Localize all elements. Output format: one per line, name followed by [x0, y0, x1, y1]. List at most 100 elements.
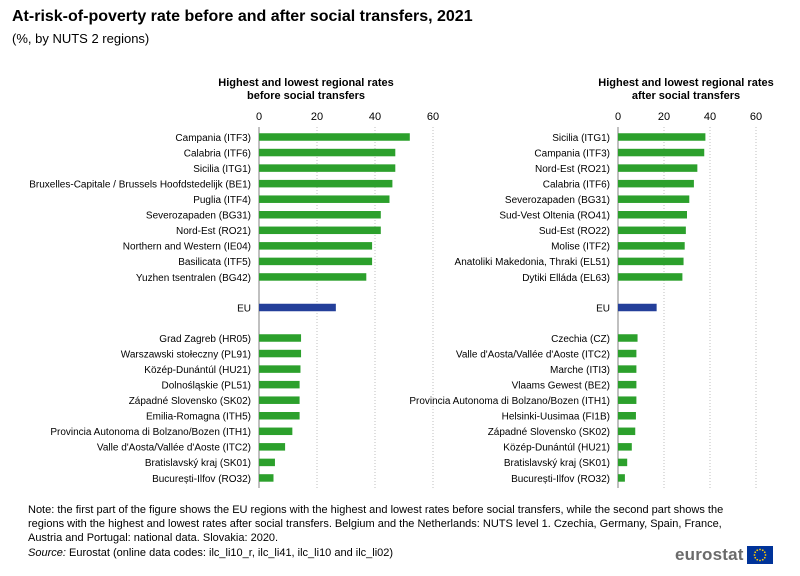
- panel2-highest-bar: [618, 211, 687, 219]
- panel1-highest-bar: [259, 195, 390, 203]
- panel1-title-line: before social transfers: [247, 90, 365, 102]
- panel2-highest-bar: [618, 148, 705, 157]
- panel1-lowest-label: Valle d'Aosta/Vallée d'Aoste (ITC2): [97, 443, 251, 454]
- panel1-highest-label: Puglia (ITF4): [193, 195, 251, 206]
- panel2-lowest-bar: [618, 396, 637, 404]
- logo-text: eurostat: [675, 545, 744, 564]
- panel2-highest-bar: [618, 133, 706, 141]
- panel1-highest-label: Campania (ITF3): [175, 133, 251, 144]
- panel1-highest-label: Basilicata (ITF5): [178, 257, 251, 268]
- panel1-lowest-bar: [259, 474, 274, 482]
- panel1-highest-label: Northern and Western (IE04): [123, 242, 251, 253]
- panel1-lowest-bar: [259, 334, 302, 342]
- panel2-highest-label: Anatoliki Makedonia, Thraki (EL51): [455, 257, 610, 268]
- panel2-lowest-bar: [618, 458, 628, 467]
- panel2-eu-bar: [618, 303, 657, 312]
- panel1-title-line: Highest and lowest regional rates: [218, 77, 393, 89]
- panel1-highest-bar: [259, 164, 396, 172]
- panel1-highest-label: Nord-Est (RO21): [176, 226, 251, 237]
- panel2-lowest-label: Marche (ITI3): [550, 365, 610, 376]
- panel1-lowest-label: Warszawski stołeczny (PL91): [121, 349, 251, 360]
- panel2-lowest-label: București-Ilfov (RO32): [511, 474, 610, 485]
- panel1-highest-bar: [259, 273, 367, 281]
- panel1-eu-bar: [259, 303, 336, 312]
- panel2-lowest-bar: [618, 443, 632, 451]
- panel2-highest-label: Calabria (ITF6): [543, 179, 610, 190]
- panel2-lowest-label: Západné Slovensko (SK02): [488, 427, 610, 438]
- panel2-highest-bar: [618, 164, 698, 172]
- panel2-tick-label: 40: [704, 111, 716, 123]
- panel2-title-line: after social transfers: [632, 90, 740, 102]
- panel1-lowest-label: Grad Zagreb (HR05): [159, 334, 251, 345]
- panel2-lowest-bar: [618, 412, 636, 420]
- panel1-highest-bar: [259, 242, 373, 250]
- panel2-lowest-label: Bratislavský kraj (SK01): [504, 458, 610, 469]
- panel2-highest-bar: [618, 226, 686, 235]
- chart-title: At-risk-of-poverty rate before and after…: [12, 8, 473, 25]
- panel2-lowest-bar: [618, 365, 637, 373]
- panel2-highest-label: Molise (ITF2): [551, 242, 610, 253]
- chart-subtitle: (%, by NUTS 2 regions): [12, 31, 150, 46]
- charts-area: Highest and lowest regional ratesbefore …: [29, 77, 774, 488]
- panel1-tick-label: 20: [311, 111, 323, 123]
- panel1-highest-label: Calabria (ITF6): [184, 148, 251, 159]
- panel1-highest-bar: [259, 148, 396, 157]
- source-line: Source: Eurostat (online data codes: ilc…: [28, 547, 393, 559]
- panel2-highest-label: Nord-Est (RO21): [535, 164, 610, 175]
- panel1-tick-label: 0: [256, 111, 262, 123]
- panel2-lowest-bar: [618, 474, 625, 482]
- panel1-lowest-bar: [259, 365, 301, 373]
- panel2-highest-label: Sud-Vest Oltenia (RO41): [499, 211, 610, 222]
- eurostat-logo[interactable]: eurostat: [675, 545, 773, 565]
- panel1-highest-bar: [259, 133, 410, 141]
- panel1-highest-label: Bruxelles-Capitale / Brussels Hoofdstede…: [29, 179, 251, 190]
- eu-flag-icon: [746, 546, 773, 564]
- panel2-tick-label: 0: [615, 111, 621, 123]
- panel1-lowest-label: Közép-Dunántúl (HU21): [144, 365, 251, 376]
- panel1-lowest-label: Západné Slovensko (SK02): [129, 396, 251, 407]
- panel2-lowest-bar: [618, 427, 636, 436]
- panel1-lowest-bar: [259, 396, 300, 404]
- panel2-title-line: Highest and lowest regional rates: [598, 77, 773, 89]
- panel2-highest-bar: [618, 273, 683, 281]
- panel2-tick-label: 20: [658, 111, 670, 123]
- panel2-lowest-label: Provincia Autonoma di Bolzano/Bozen (ITH…: [409, 396, 610, 407]
- panel2-lowest-bar: [618, 349, 637, 358]
- panel2-lowest-label: Közép-Dunántúl (HU21): [503, 443, 610, 454]
- panel2-tick-label: 60: [750, 111, 762, 123]
- panel1-highest-label: Yuzhen tsentralen (BG42): [136, 273, 251, 284]
- panel2-highest-label: Severozapaden (BG31): [505, 195, 610, 206]
- panel1-lowest-label: Emilia-Romagna (ITH5): [146, 412, 251, 423]
- panel1-lowest-label: Dolnośląskie (PL51): [162, 380, 252, 391]
- panel1-lowest-bar: [259, 349, 302, 358]
- panel1-lowest-bar: [259, 443, 286, 451]
- panel1-lowest-bar: [259, 380, 300, 389]
- panel1-lowest-bar: [259, 427, 293, 436]
- panel2-lowest-bar: [618, 380, 637, 389]
- panel1-highest-bar: [259, 257, 373, 266]
- panel1-eu-label: EU: [237, 303, 251, 314]
- panel1-highest-bar: [259, 179, 393, 188]
- panel2-lowest-label: Czechia (CZ): [551, 334, 610, 345]
- panel2-highest-label: Sicilia (ITG1): [552, 133, 610, 144]
- panel1-tick-label: 60: [427, 111, 439, 123]
- panel2-lowest-label: Valle d'Aosta/Vallée d'Aoste (ITC2): [456, 349, 610, 360]
- panel1-lowest-label: București-Ilfov (RO32): [152, 474, 251, 485]
- panel2-highest-bar: [618, 179, 694, 188]
- panel2-highest-label: Sud-Est (RO22): [539, 226, 610, 237]
- panel1-lowest-bar: [259, 458, 275, 467]
- panel1-highest-bar: [259, 211, 381, 219]
- panel1-highest-label: Sicilia (ITG1): [193, 164, 251, 175]
- panel1-tick-label: 40: [369, 111, 381, 123]
- source-label: Source:: [28, 547, 66, 559]
- panel1-lowest-label: Provincia Autonoma di Bolzano/Bozen (ITH…: [50, 427, 251, 438]
- panel2-lowest-bar: [618, 334, 638, 342]
- panel2-highest-bar: [618, 242, 685, 250]
- panel2-highest-label: Dytiki Elláda (EL63): [522, 273, 610, 284]
- panel2-eu-label: EU: [596, 303, 610, 314]
- panel2-highest-bar: [618, 257, 684, 266]
- panel2-lowest-label: Helsinki-Uusimaa (FI1B): [502, 412, 610, 423]
- panel1-lowest-label: Bratislavský kraj (SK01): [145, 458, 251, 469]
- panel2-highest-label: Campania (ITF3): [534, 148, 610, 159]
- panel1-lowest-bar: [259, 412, 300, 420]
